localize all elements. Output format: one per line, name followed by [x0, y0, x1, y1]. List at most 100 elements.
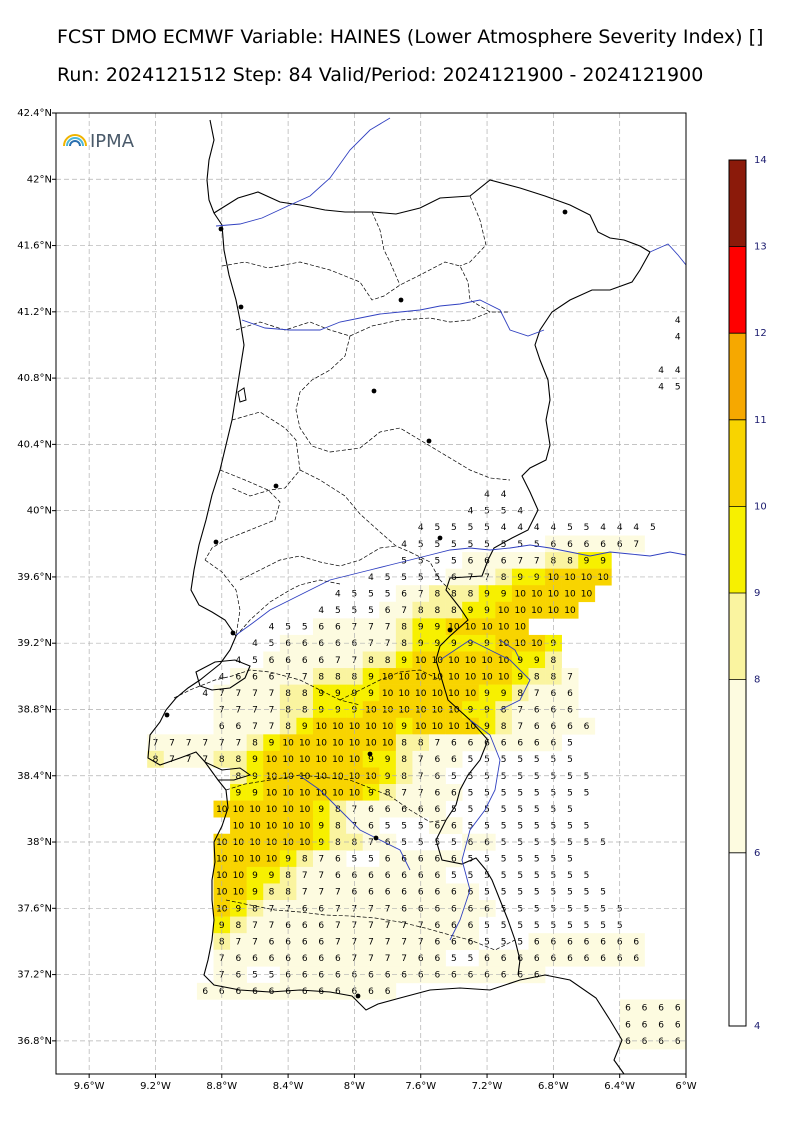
logo-text: IPMA	[90, 131, 135, 152]
cell-value-label: 6	[625, 1037, 631, 1047]
cell-value-label: 7	[236, 739, 242, 749]
cell-value-label: 6	[401, 855, 407, 865]
heatmap-cell	[329, 850, 347, 868]
cell-value-label: 5	[468, 954, 474, 964]
heatmap-cell	[594, 949, 612, 967]
heatmap-cell	[462, 651, 480, 669]
cell-value-label: 5	[252, 656, 258, 666]
cell-value-label: 6	[269, 672, 275, 682]
cell-value-label: 7	[269, 722, 275, 732]
cell-value-label: 6	[318, 937, 324, 947]
cell-value-label: 9	[584, 556, 590, 566]
heatmap-cell	[429, 651, 446, 669]
cell-value-label: 8	[236, 772, 242, 782]
cell-value-label: 8	[418, 739, 424, 749]
cell-value-label: 8	[335, 805, 341, 815]
heatmap-cell	[230, 866, 247, 884]
cell-value-label: 7	[385, 954, 391, 964]
cell-value-label: 6	[434, 805, 440, 815]
cell-value-label: 7	[385, 623, 391, 633]
cell-value-label: 5	[451, 954, 457, 964]
cell-value-label: 6	[501, 971, 507, 981]
cell-value-label: 5	[600, 838, 606, 848]
cell-value-label: 6	[434, 755, 440, 765]
heatmap-cell	[652, 1032, 670, 1050]
cell-value-label: 7	[335, 656, 341, 666]
heatmap-cell	[429, 916, 446, 934]
cell-value-label: 10	[382, 672, 394, 682]
cell-value-label: 10	[233, 855, 245, 865]
cell-value-label: 6	[633, 954, 639, 964]
cell-value-label: 7	[352, 954, 358, 964]
lon-tick-label: 9.6°W	[74, 1081, 105, 1092]
heatmap-cell	[246, 933, 264, 951]
cell-value-label: 10	[299, 755, 311, 765]
cell-value-label: 9	[302, 722, 308, 732]
cell-value-label: 5	[401, 573, 407, 583]
cell-value-label: 6	[401, 888, 407, 898]
heatmap-cell	[196, 734, 214, 752]
heatmap-cell	[230, 982, 247, 1000]
colorbar-tick-label: 11	[754, 415, 767, 426]
cell-value-label: 6	[318, 921, 324, 931]
cell-value-label: 8	[285, 722, 291, 732]
cell-value-label: 6	[625, 1004, 631, 1014]
heatmap-cell	[395, 618, 413, 636]
colorbar-tick-label: 8	[754, 675, 760, 686]
cell-value-label: 5	[385, 573, 391, 583]
cell-value-label: 6	[567, 540, 573, 550]
cell-value-label: 9	[517, 672, 523, 682]
cell-value-label: 5	[451, 556, 457, 566]
cell-value-label: 7	[567, 672, 573, 682]
cell-value-label: 6	[584, 722, 590, 732]
cell-value-label: 10	[249, 805, 261, 815]
cell-value-label: 10	[233, 888, 245, 898]
cell-value-label: 5	[468, 755, 474, 765]
cell-value-label: 5	[584, 772, 590, 782]
cell-value-label: 5	[484, 523, 490, 533]
lat-tick-label: 38°N	[27, 837, 52, 848]
heatmap-cell	[263, 900, 281, 917]
cell-value-label: 4	[675, 333, 681, 343]
cell-value-label: 6	[658, 1037, 664, 1047]
cell-value-label: 4	[675, 366, 681, 376]
cell-value-label: 8	[153, 755, 159, 765]
heatmap-cell	[230, 750, 247, 768]
cell-value-label: 4	[600, 523, 606, 533]
cell-value-label: 6	[269, 656, 275, 666]
cell-value-label: 7	[219, 971, 225, 981]
heatmap-cell	[462, 618, 480, 636]
cell-value-label: 6	[451, 755, 457, 765]
heatmap-cell	[246, 734, 264, 752]
cell-value-label: 9	[484, 722, 490, 732]
heatmap-cell	[495, 734, 513, 752]
cell-value-label: 6	[551, 739, 557, 749]
cell-value-label: 6	[501, 556, 507, 566]
heatmap-cell	[495, 552, 513, 569]
heatmap-cell	[495, 684, 513, 702]
lat-tick-label: 42.4°N	[17, 108, 52, 119]
heatmap-cell	[578, 949, 596, 967]
cell-value-label: 8	[335, 821, 341, 831]
heatmap-cell	[462, 668, 480, 685]
cell-value-label: 5	[584, 888, 590, 898]
heatmap-cell	[312, 850, 330, 868]
heatmap-cell	[312, 717, 330, 735]
cell-value-label: 5	[501, 838, 507, 848]
cell-value-label: 7	[252, 921, 258, 931]
heatmap-cell	[429, 784, 446, 801]
heatmap-cell	[429, 883, 446, 901]
cell-value-label: 6	[567, 705, 573, 715]
colorbar-band	[729, 593, 746, 680]
cell-value-label: 5	[600, 921, 606, 931]
cell-value-label: 6	[335, 971, 341, 981]
heatmap-cell	[329, 800, 347, 818]
cell-value-label: 8	[468, 590, 474, 600]
heatmap-cell	[230, 717, 247, 735]
cell-value-label: 10	[316, 755, 328, 765]
heatmap-cell	[379, 651, 397, 669]
lat-tick-label: 41.6°N	[17, 241, 52, 252]
cell-value-label: 6	[468, 838, 474, 848]
cell-value-label: 4	[468, 507, 474, 517]
colorbar: 4 6 8 9 10 11 12 13 14	[728, 155, 767, 1032]
